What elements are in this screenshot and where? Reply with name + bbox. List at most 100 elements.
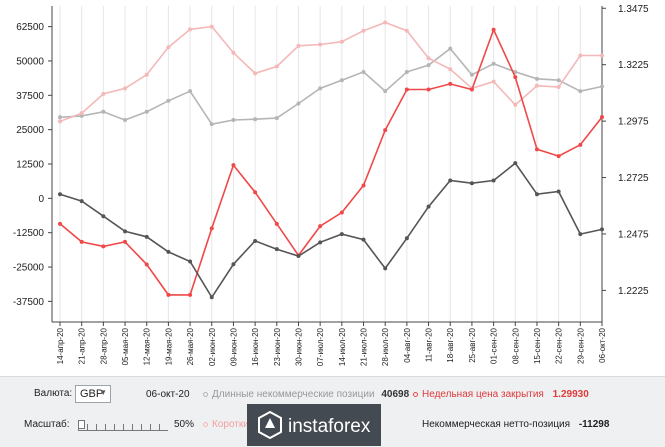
series-point-3 xyxy=(534,192,539,197)
series-point-0 xyxy=(58,115,62,120)
y-left-tick-label: 25000 xyxy=(16,125,44,136)
net-legend[interactable]: Некоммерческая нетто-позиция -11298 xyxy=(422,419,609,430)
long-legend[interactable]: Длинные некоммерческие позиции 40698 xyxy=(203,389,409,400)
x-tick-label: 28-апр-20 xyxy=(99,327,108,364)
series-point-0 xyxy=(274,116,279,121)
x-tick-label: 30-июн-20 xyxy=(294,327,303,366)
close-dot-icon xyxy=(413,391,418,397)
currency-select[interactable]: GBP ▼ xyxy=(75,385,111,403)
series-point-3 xyxy=(123,229,128,234)
series-point-3 xyxy=(600,227,604,232)
series-point-1 xyxy=(578,53,583,58)
series-point-1 xyxy=(513,102,518,107)
series-point-0 xyxy=(318,86,323,91)
series-point-1 xyxy=(556,85,561,90)
currency-value: GBP xyxy=(80,388,104,400)
net-label: Некоммерческая нетто-позиция xyxy=(422,419,571,430)
series-point-1 xyxy=(404,28,409,33)
series-point-2 xyxy=(188,292,193,297)
series-point-3 xyxy=(274,247,279,252)
x-tick-label: 15-сен-20 xyxy=(533,327,542,364)
series-point-0 xyxy=(253,117,258,122)
series-point-1 xyxy=(144,72,149,77)
y-right-tick-label: 1.3475 xyxy=(618,4,649,15)
series-point-1 xyxy=(188,27,193,32)
series-line-1 xyxy=(59,21,602,123)
series-point-0 xyxy=(578,89,583,94)
series-point-3 xyxy=(426,204,431,209)
series-point-1 xyxy=(166,45,171,50)
series-point-1 xyxy=(339,39,344,44)
y-right-tick-label: 1.2975 xyxy=(618,117,649,128)
series-point-0 xyxy=(361,69,366,74)
series-point-2 xyxy=(448,81,453,86)
scale-slider-thumb[interactable] xyxy=(78,420,85,429)
series-point-2 xyxy=(101,244,106,249)
y-right-tick-label: 1.2225 xyxy=(618,286,649,297)
series-point-3 xyxy=(339,232,344,237)
y-left-tick-label: -37500 xyxy=(13,297,45,308)
series-point-3 xyxy=(469,181,474,186)
series-point-2 xyxy=(231,163,236,168)
series-point-2 xyxy=(404,87,409,92)
series-point-2 xyxy=(361,183,366,188)
series-point-0 xyxy=(556,78,561,83)
y-right-tick-label: 1.3225 xyxy=(618,60,649,71)
y-left-tick-label: -25000 xyxy=(13,263,45,274)
series-point-2 xyxy=(534,147,539,152)
y-left-tick-label: 0 xyxy=(38,194,44,205)
series-point-0 xyxy=(123,118,128,123)
series-point-2 xyxy=(58,221,62,226)
series-point-2 xyxy=(491,27,496,32)
close-legend[interactable]: Недельная цена закрытия 1.29930 xyxy=(413,389,589,400)
series-point-2 xyxy=(274,221,279,226)
x-tick-label: 14-апр-20 xyxy=(56,327,65,364)
series-point-0 xyxy=(513,69,518,74)
series-point-2 xyxy=(123,239,128,244)
series-point-1 xyxy=(361,28,366,33)
series-point-3 xyxy=(79,199,84,204)
series-point-2 xyxy=(578,142,583,147)
series-point-1 xyxy=(253,71,258,76)
scale-slider[interactable] xyxy=(78,424,168,431)
y-left-tick-label: -12500 xyxy=(13,228,45,239)
x-tick-label: 14-июл-20 xyxy=(338,327,347,366)
series-point-3 xyxy=(58,192,62,197)
series-point-3 xyxy=(209,295,214,300)
series-line-0 xyxy=(59,47,603,126)
series-point-1 xyxy=(318,42,323,47)
series-point-0 xyxy=(188,89,193,94)
x-tick-label: 05-мая-20 xyxy=(121,327,130,365)
x-tick-label: 02-июн-20 xyxy=(208,327,217,366)
x-tick-label: 07-июл-20 xyxy=(316,327,325,366)
series-point-3 xyxy=(144,234,149,239)
series-line-2 xyxy=(59,27,603,296)
series-point-0 xyxy=(296,101,301,106)
watermark-text: instaforex xyxy=(288,416,371,437)
x-tick-label: 22-сен-20 xyxy=(555,327,564,364)
series-point-2 xyxy=(556,154,561,159)
x-tick-label: 11-авг-20 xyxy=(425,327,434,362)
x-tick-label: 19-мая-20 xyxy=(164,327,173,365)
x-tick-label: 12-мая-20 xyxy=(143,327,152,365)
series-point-3 xyxy=(491,178,496,183)
y-right-tick-label: 1.2475 xyxy=(618,229,649,240)
series-point-3 xyxy=(296,254,301,259)
series-point-2 xyxy=(469,87,474,92)
series-point-3 xyxy=(188,259,193,264)
series-point-1 xyxy=(231,50,236,55)
series-point-3 xyxy=(361,237,366,242)
short-legend[interactable]: Коротки xyxy=(203,419,249,430)
series-point-0 xyxy=(339,78,344,83)
series-point-1 xyxy=(600,53,604,58)
y-left-tick-label: 37500 xyxy=(16,91,44,102)
series-line-3 xyxy=(59,162,603,299)
series-point-0 xyxy=(209,122,214,127)
series-point-1 xyxy=(209,24,214,29)
series-point-0 xyxy=(79,113,84,118)
series-point-1 xyxy=(79,111,84,116)
y-left-tick-label: 62500 xyxy=(16,22,44,33)
series-point-2 xyxy=(79,239,84,244)
series-point-3 xyxy=(578,232,583,237)
series-point-3 xyxy=(513,161,518,166)
